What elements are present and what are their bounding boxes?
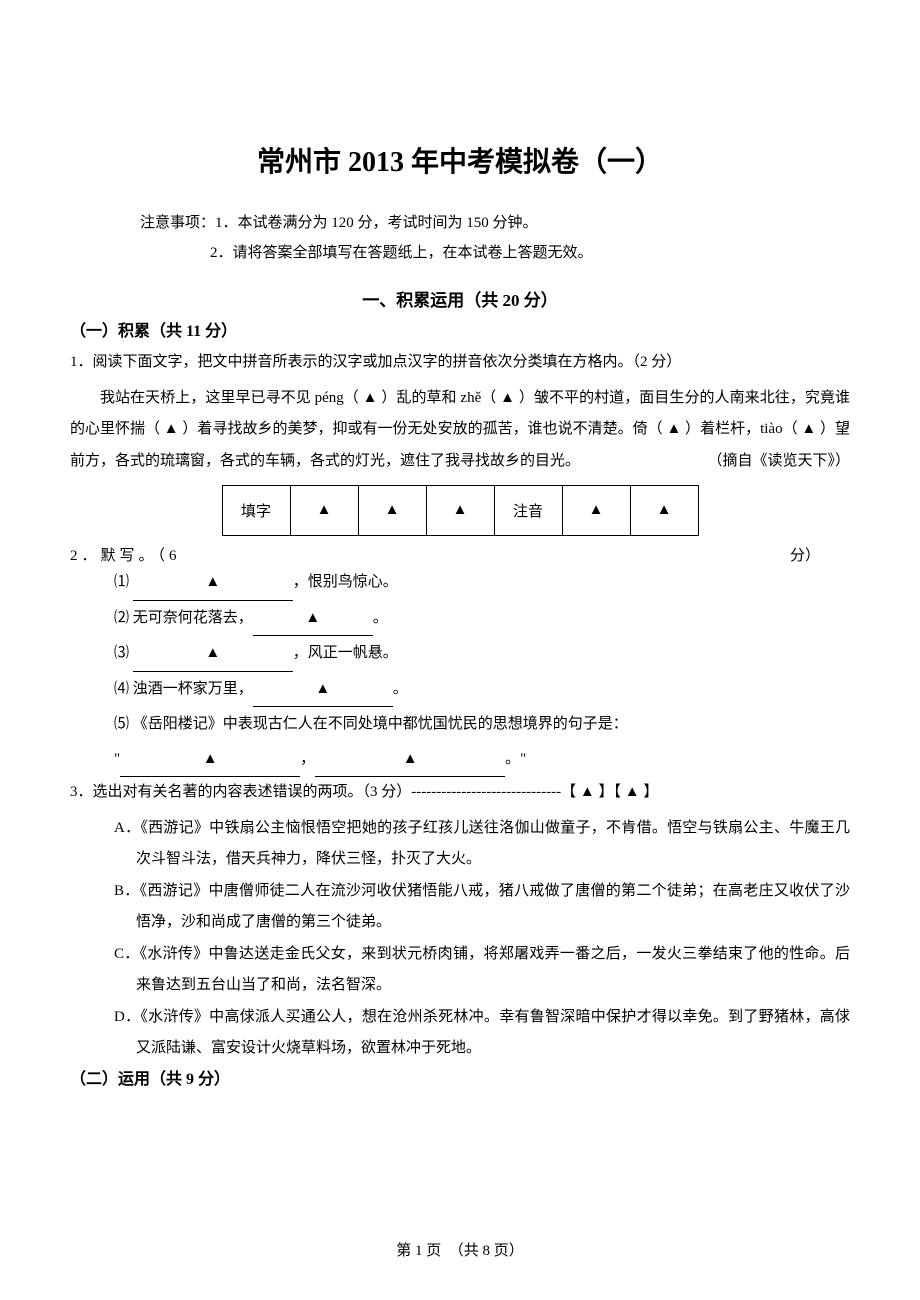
notice-label: 注意事项： <box>140 215 215 231</box>
blank: ▲ <box>253 672 393 708</box>
sep: ， <box>300 751 315 767</box>
triangle-icon: ▲ <box>203 751 218 767</box>
fill-3-post: ，风正一帆悬。 <box>293 645 398 661</box>
subsection-1-1: （一）积累（共 11 分） <box>70 317 850 341</box>
option-b: B．《西游记》中唐僧师徒二人在流沙河收伏猪悟能八戒，猪八戒做了唐僧的第二个徒弟；… <box>114 876 850 939</box>
fill-4-post: 。 <box>393 681 408 697</box>
table-cell-label-fill: 填字 <box>222 486 290 536</box>
notice-text-1: 1．本试卷满分为 120 分，考试时间为 150 分钟。 <box>215 215 538 231</box>
answer-bracket: 【 ▲ 】【 ▲ 】 <box>561 784 658 800</box>
table-cell-blank: ▲ <box>358 486 426 536</box>
option-c: C．《水浒传》中鲁达送走金氏父女，来到状元桥肉铺，将郑屠戏弄一番之后，一发火三拳… <box>114 939 850 1002</box>
blank: ▲ <box>133 636 293 672</box>
triangle-icon: ▲ <box>315 681 330 697</box>
fill-2-pre: ⑵ 无可奈何花落去， <box>114 610 253 626</box>
notice-line-1: 注意事项：1．本试卷满分为 120 分，考试时间为 150 分钟。 <box>140 208 850 238</box>
option-a: A．《西游记》中铁扇公主恼恨悟空把她的孩子红孩儿送往洛伽山做童子，不肯借。悟空与… <box>114 813 850 876</box>
page-title: 常州市 2013 年中考模拟卷（一） <box>70 140 850 180</box>
triangle-icon: ▲ <box>305 610 320 626</box>
page-footer: 第 1 页 （共 8 页） <box>0 1239 920 1260</box>
q3-stem-text: 3．选出对有关名著的内容表述错误的两项。（3 分） <box>70 784 411 800</box>
triangle-icon: ▲ <box>205 645 220 661</box>
dashes: ------------------------------ <box>411 784 561 800</box>
q2-right: 分） <box>790 544 820 565</box>
blank: ▲ <box>120 742 300 778</box>
fill-item-5: ⑸ 《岳阳楼记》中表现古仁人在不同处境中都忧国忧民的思想境界的句子是： <box>114 707 850 742</box>
fill-item-2: ⑵ 无可奈何花落去， ▲ 。 <box>114 601 850 637</box>
blank: ▲ <box>253 601 373 637</box>
q2-left: 2．默写。（6 <box>70 544 181 565</box>
fill-3-pre: ⑶ <box>114 645 133 661</box>
fill-item-1: ⑴ ▲ ，恨别鸟惊心。 <box>114 565 850 601</box>
table-cell-blank: ▲ <box>630 486 698 536</box>
blank: ▲ <box>315 742 505 778</box>
table-cell-blank: ▲ <box>562 486 630 536</box>
option-d: D．《水浒传》中高俅派人买通公人，想在沧州杀死林冲。幸有鲁智深暗中保护才得以幸免… <box>114 1002 850 1065</box>
fill-item-3: ⑶ ▲ ，风正一帆悬。 <box>114 636 850 672</box>
fill-2-post: 。 <box>373 610 388 626</box>
notice-line-2: 2．请将答案全部填写在答题纸上，在本试卷上答题无效。 <box>210 238 850 268</box>
question-3-stem: 3．选出对有关名著的内容表述错误的两项。（3 分）---------------… <box>70 777 850 809</box>
question-1-passage: 我站在天桥上，这里早已寻不见 péng（ ▲ ）乱的草和 zhě（ ▲ ）皱不平… <box>70 383 850 478</box>
table-row: 填字 ▲ ▲ ▲ 注音 ▲ ▲ <box>222 486 698 536</box>
fill-4-pre: ⑷ 浊酒一杯家万里， <box>114 681 253 697</box>
passage-source: （摘自《读览天下》） <box>677 446 850 478</box>
blank: ▲ <box>133 565 293 601</box>
answer-table: 填字 ▲ ▲ ▲ 注音 ▲ ▲ <box>222 485 699 536</box>
fill-item-4: ⑷ 浊酒一杯家万里， ▲ 。 <box>114 672 850 708</box>
table-cell-blank: ▲ <box>426 486 494 536</box>
fill-item-5-blanks: "▲，▲。" <box>114 742 850 778</box>
section-1-header: 一、积累运用（共 20 分） <box>70 286 850 311</box>
triangle-icon: ▲ <box>205 574 220 590</box>
triangle-icon: ▲ <box>403 751 418 767</box>
table-cell-label-pinyin: 注音 <box>494 486 562 536</box>
question-1-stem: 1．阅读下面文字，把文中拼音所表示的汉字或加点汉字的拼音依次分类填在方格内。（2… <box>70 347 850 379</box>
fill-1-pre: ⑴ <box>114 574 133 590</box>
subsection-1-2: （二）运用（共 9 分） <box>70 1065 850 1089</box>
table-cell-blank: ▲ <box>290 486 358 536</box>
question-2-stem: 2．默写。（6 分） <box>70 544 850 565</box>
quote-close: 。" <box>505 751 526 767</box>
fill-1-post: ，恨别鸟惊心。 <box>293 574 398 590</box>
